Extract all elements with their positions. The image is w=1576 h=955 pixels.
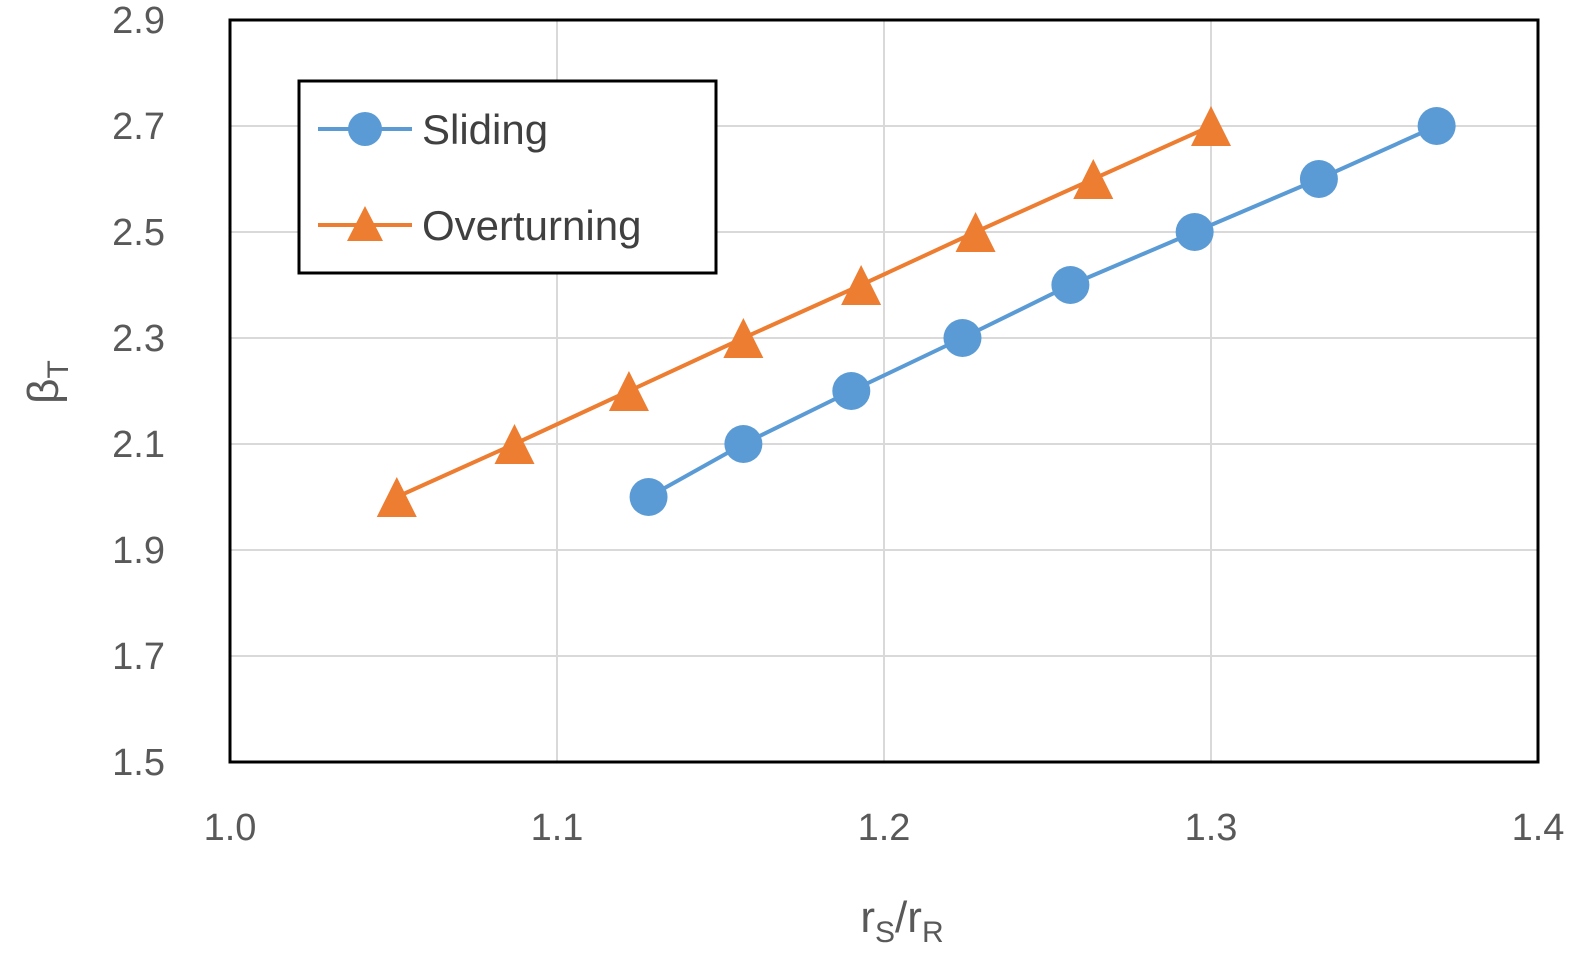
y-axis-title: βT [19, 360, 75, 404]
y-tick-label: 1.9 [112, 530, 165, 572]
data-point-triangle [955, 212, 996, 252]
data-point-triangle [608, 371, 649, 411]
y-tick-label: 2.1 [112, 424, 165, 466]
data-point-circle [1175, 213, 1214, 251]
x-tick-label: 1.0 [204, 807, 257, 849]
data-point-triangle [1073, 159, 1114, 199]
data-point-triangle [494, 424, 535, 464]
data-point-circle [724, 425, 763, 463]
y-tick-label: 2.9 [112, 0, 165, 42]
data-point-circle [943, 319, 982, 357]
data-point-circle [1051, 266, 1090, 304]
series-sliding [629, 107, 1456, 516]
series-group [376, 106, 1456, 517]
data-point-triangle [1191, 106, 1231, 146]
data-point-circle [832, 372, 871, 410]
x-axis-title-separator: /r [895, 893, 922, 942]
y-axis-title-subscript: T [42, 360, 75, 378]
x-axis-title-main: r [860, 893, 875, 942]
data-point-triangle [376, 477, 417, 517]
x-axis-title: rS/rR [860, 893, 943, 949]
legend-item-overturning: Overturning [318, 202, 641, 249]
data-point-circle [1299, 160, 1338, 198]
x-axis-title-subscript-1: S [875, 916, 895, 949]
y-tick-label: 2.5 [112, 212, 165, 254]
x-tick-label: 1.3 [1185, 807, 1238, 849]
legend-marker-circle [348, 112, 382, 146]
data-point-circle [629, 478, 668, 516]
x-tick-label: 1.4 [1512, 807, 1565, 849]
y-tick-label: 2.3 [112, 318, 165, 360]
series-line-overturning [395, 124, 1212, 499]
x-tick-label: 1.2 [858, 807, 911, 849]
y-axis-title-main: β [19, 379, 68, 404]
y-tick-label: 2.7 [112, 106, 165, 148]
legend-item-sliding: Sliding [318, 106, 548, 153]
data-point-triangle [841, 265, 882, 305]
data-point-triangle [723, 318, 764, 358]
series-overturning [376, 106, 1231, 517]
plot-area-border [228, 18, 1540, 764]
legend: Sliding Overturning [297, 79, 718, 275]
y-tick-label: 1.7 [112, 636, 165, 678]
x-tick-label: 1.1 [531, 807, 584, 849]
legend-label-sliding: Sliding [422, 106, 548, 153]
legend-marker-triangle [347, 206, 383, 241]
x-axis-ticks: 1.0 1.1 1.2 1.3 1.4 [204, 807, 1565, 849]
y-axis-ticks: 1.5 1.7 1.9 2.1 2.3 2.5 2.7 2.9 [112, 0, 165, 784]
x-axis-title-subscript-2: R [922, 916, 944, 949]
data-point-circle [1417, 107, 1456, 145]
y-tick-label: 1.5 [112, 742, 165, 784]
legend-label-overturning: Overturning [422, 202, 641, 249]
series-line-sliding [647, 124, 1438, 499]
